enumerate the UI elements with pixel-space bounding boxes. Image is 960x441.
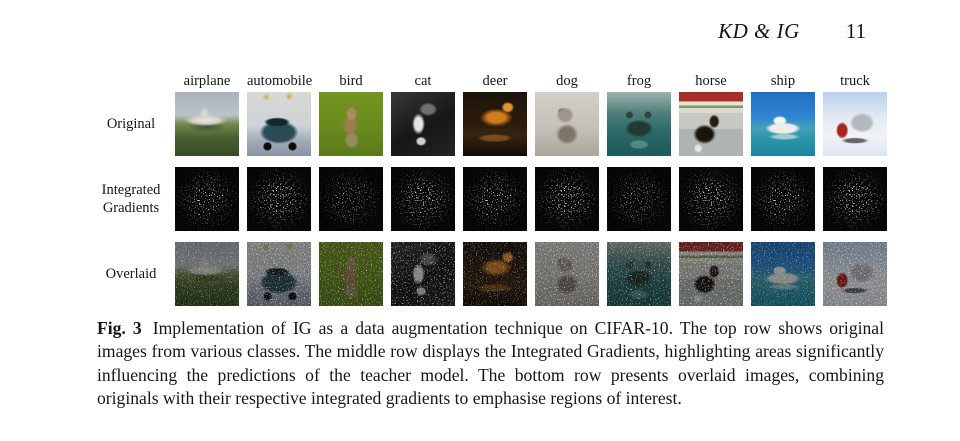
darken-overlay: [247, 242, 311, 306]
original-dog-thumbnail: [535, 92, 599, 156]
gradient-noise-texture: [607, 242, 671, 306]
figure-column-headers: airplane automobile bird cat deer dog frog hors…: [99, 72, 887, 90]
integrated-gradients-truck-thumbnail: [823, 167, 887, 231]
original-truck-thumbnail: [823, 92, 887, 156]
vignette-overlay: [751, 167, 815, 231]
column-label-dog: dog: [556, 73, 578, 89]
overlaid-bird-thumbnail: [319, 242, 383, 306]
darken-overlay: [535, 242, 599, 306]
vignette-overlay: [247, 167, 311, 231]
integrated-gradients-ship-thumbnail: [751, 167, 815, 231]
overlaid-airplane-thumbnail: [175, 242, 239, 306]
gradient-noise-texture: [463, 242, 527, 306]
column-label-airplane: airplane: [183, 73, 231, 89]
column-label-frog: frog: [626, 73, 652, 89]
darken-overlay: [463, 242, 527, 306]
gradient-noise-texture: [391, 242, 455, 306]
integrated-gradients-horse-thumbnail: [679, 167, 743, 231]
darken-overlay: [175, 242, 239, 306]
vignette-overlay: [679, 167, 743, 231]
gradient-noise-texture: [823, 242, 887, 306]
integrated-gradients-bird-thumbnail: [319, 167, 383, 231]
vignette-overlay: [823, 167, 887, 231]
original-frog-thumbnail: [607, 92, 671, 156]
vignette-overlay: [535, 167, 599, 231]
running-header: KD & IG 11: [0, 21, 866, 42]
overlaid-deer-thumbnail: [463, 242, 527, 306]
vignette-overlay: [607, 167, 671, 231]
overlaid-automobile-thumbnail: [247, 242, 311, 306]
original-ship-thumbnail: [751, 92, 815, 156]
column-label-bird: bird: [339, 73, 363, 89]
figure-caption-label: Fig. 3: [97, 318, 142, 338]
integrated-gradients-deer-thumbnail: [463, 167, 527, 231]
darken-overlay: [319, 242, 383, 306]
column-label-truck: truck: [840, 73, 870, 89]
row-label-original: Original: [106, 115, 156, 132]
overlaid-ship-thumbnail: [751, 242, 815, 306]
vignette-overlay: [391, 167, 455, 231]
darken-overlay: [391, 242, 455, 306]
column-label-ship: ship: [770, 73, 796, 89]
gradient-noise-texture: [751, 242, 815, 306]
integrated-gradients-airplane-thumbnail: [175, 167, 239, 231]
darken-overlay: [679, 242, 743, 306]
darken-overlay: [607, 242, 671, 306]
row-label-overlaid: Overlaid: [105, 265, 157, 282]
original-automobile-thumbnail: [247, 92, 311, 156]
figure-caption-text: Implementation of IG as a data augmentat…: [97, 318, 884, 409]
overlaid-frog-thumbnail: [607, 242, 671, 306]
integrated-gradients-frog-thumbnail: [607, 167, 671, 231]
gradient-noise-texture: [247, 242, 311, 306]
original-bird-thumbnail: [319, 92, 383, 156]
running-header-title: KD & IG: [718, 19, 800, 43]
integrated-gradients-automobile-thumbnail: [247, 167, 311, 231]
column-label-automobile: automobile: [247, 73, 313, 89]
vignette-overlay: [175, 167, 239, 231]
gradient-noise-texture: [679, 242, 743, 306]
row-label-integrated-gradients: Integrated Gradients: [101, 181, 161, 216]
overlaid-horse-thumbnail: [679, 242, 743, 306]
vignette-overlay: [319, 167, 383, 231]
original-horse-thumbnail: [679, 92, 743, 156]
column-label-cat: cat: [414, 73, 432, 89]
gradient-noise-texture: [319, 242, 383, 306]
column-label-deer: deer: [482, 73, 508, 89]
original-airplane-thumbnail: [175, 92, 239, 156]
page-number: 11: [845, 19, 866, 43]
figure-caption: Fig. 3 Implementation of IG as a data aug…: [97, 317, 884, 411]
original-deer-thumbnail: [463, 92, 527, 156]
overlaid-truck-thumbnail: [823, 242, 887, 306]
darken-overlay: [823, 242, 887, 306]
vignette-overlay: [463, 167, 527, 231]
overlaid-dog-thumbnail: [535, 242, 599, 306]
original-cat-thumbnail: [391, 92, 455, 156]
figure-3: airplane automobile bird cat deer dog frog hors…: [99, 72, 887, 306]
integrated-gradients-cat-thumbnail: [391, 167, 455, 231]
gradient-noise-texture: [535, 242, 599, 306]
darken-overlay: [751, 242, 815, 306]
gradient-noise-texture: [175, 242, 239, 306]
integrated-gradients-dog-thumbnail: [535, 167, 599, 231]
overlaid-cat-thumbnail: [391, 242, 455, 306]
column-label-horse: horse: [695, 73, 727, 89]
figure-grid: Original Integrated Gradients Overlaid: [99, 92, 887, 306]
